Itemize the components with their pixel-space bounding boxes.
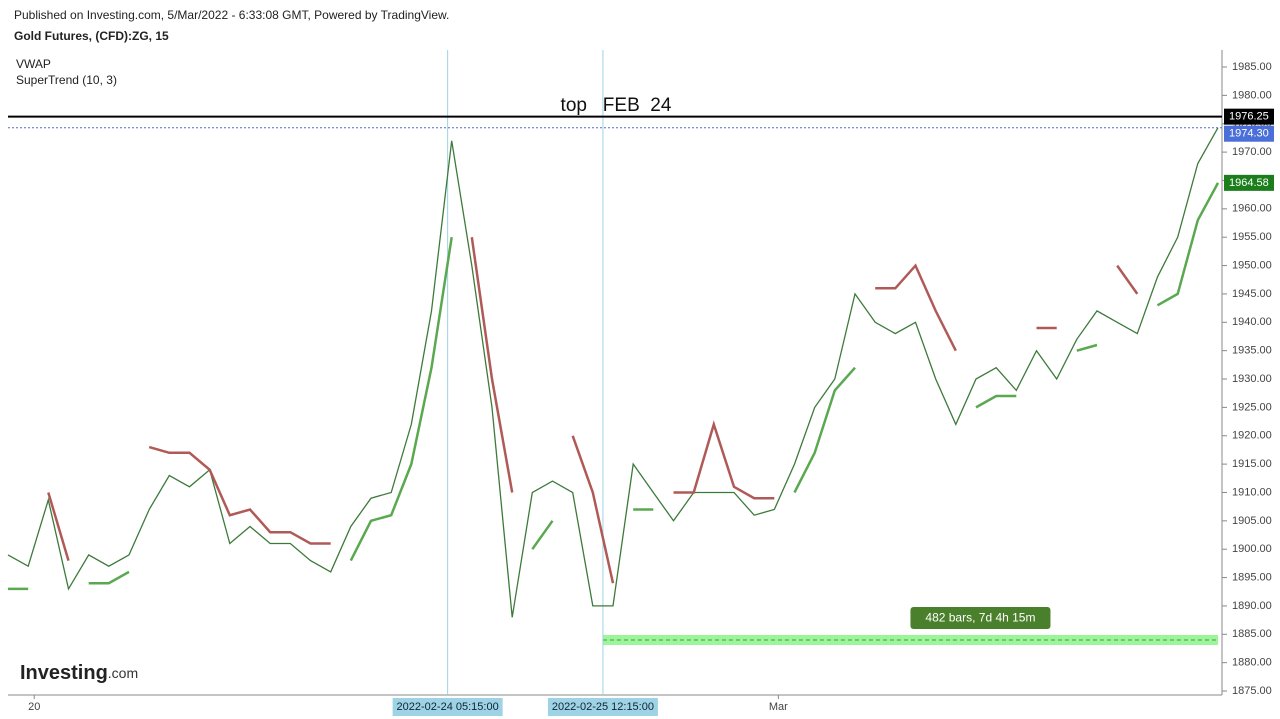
y-tick-label: 1915.00 [1232, 458, 1272, 470]
y-tick-label: 1960.00 [1232, 203, 1272, 215]
logo-suffix: .com [108, 665, 138, 681]
y-tick-label: 1935.00 [1232, 345, 1272, 357]
series-line [47, 237, 1139, 584]
crosshair-label: 2022-02-25 12:15:00 [552, 701, 654, 713]
y-tick-label: 1880.00 [1232, 657, 1272, 669]
y-tick-label: 1905.00 [1232, 515, 1272, 527]
y-tick-label: 1980.00 [1232, 89, 1272, 101]
y-tick-label: 1970.00 [1232, 146, 1272, 158]
crosshair-label: 2022-02-24 05:15:00 [397, 701, 499, 713]
supertrend-label-box [1224, 174, 1274, 191]
supertrend-label: 1964.58 [1229, 177, 1269, 189]
annotation: top FEB 24 [561, 95, 672, 116]
y-tick-label: 1940.00 [1232, 316, 1272, 328]
y-tick-label: 1945.00 [1232, 288, 1272, 300]
logo-main: Investing [20, 662, 108, 684]
y-tick-label: 1950.00 [1232, 259, 1272, 271]
logo: Investing.com [20, 662, 138, 684]
y-tick-label: 1920.00 [1232, 430, 1272, 442]
y-tick-label: 1925.00 [1232, 401, 1272, 413]
level-label-box [1224, 125, 1274, 142]
y-tick-label: 1900.00 [1232, 543, 1272, 555]
chart-title: Gold Futures, (CFD):ZG, 15 [14, 29, 169, 43]
indicator: VWAP [16, 57, 51, 71]
y-tick-label: 1890.00 [1232, 600, 1272, 612]
published-note: Published on Investing.com, 5/Mar/2022 -… [14, 8, 449, 22]
measure-label: 482 bars, 7d 4h 15m [925, 611, 1035, 625]
measure-label-box [910, 607, 1051, 629]
y-tick-label: 1875.00 [1232, 685, 1272, 697]
y-tick-label: 1895.00 [1232, 571, 1272, 583]
level-label-box [1224, 108, 1274, 125]
y-tick-label: 1955.00 [1232, 231, 1272, 243]
level-label: 1976.25 [1229, 111, 1269, 123]
level-label: 1974.30 [1229, 128, 1269, 140]
series-line [7, 127, 1219, 618]
x-tick-label: Mar [769, 701, 788, 713]
y-tick-label: 1885.00 [1232, 628, 1272, 640]
y-tick-label: 1910.00 [1232, 486, 1272, 498]
y-tick-label: 1985.00 [1232, 61, 1272, 73]
crosshair-label-box [392, 698, 503, 716]
measure-band [602, 634, 1218, 645]
indicator: SuperTrend (10, 3) [16, 73, 117, 87]
series-line [8, 182, 1220, 591]
crosshair-label-box [547, 698, 658, 716]
x-tick-label: 20 [28, 701, 40, 713]
y-tick-label: 1930.00 [1232, 373, 1272, 385]
